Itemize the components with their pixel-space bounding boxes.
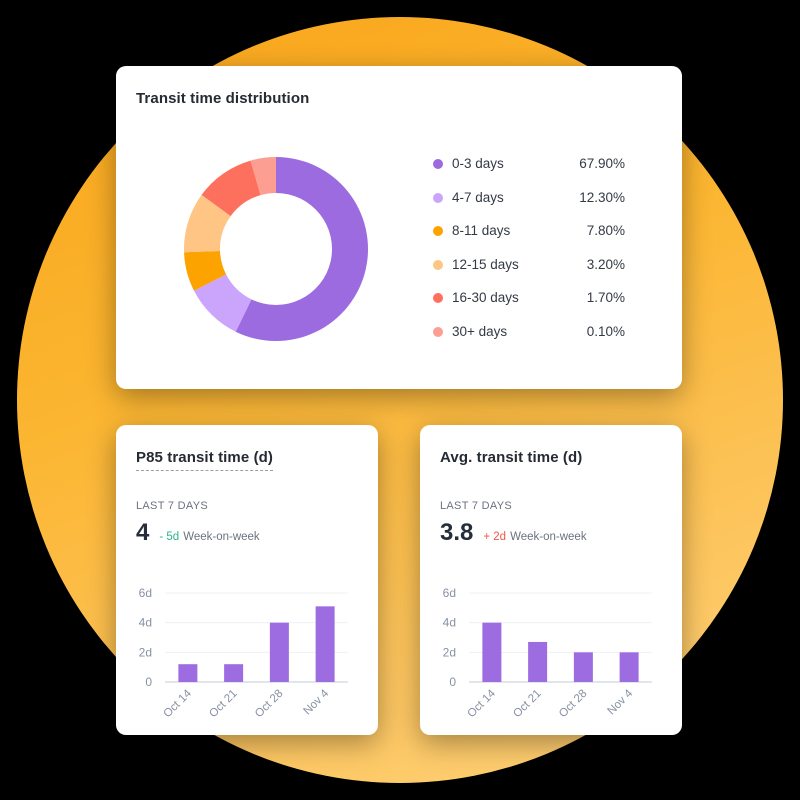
avg-kpi: 3.8 + 2d Week-on-week <box>440 519 587 547</box>
legend-item[interactable]: 16-30 days 1.70% <box>431 288 631 322</box>
legend-dot-icon <box>433 326 443 337</box>
bar[interactable] <box>482 622 502 682</box>
legend-value: 12.30% <box>579 189 625 205</box>
donut-segment[interactable] <box>194 274 252 332</box>
p85-title[interactable]: P85 transit time (d) <box>136 449 274 471</box>
legend-item[interactable]: 0-3 days 67.90% <box>431 154 631 188</box>
y-tick-label: 2d <box>139 645 152 659</box>
donut-segment[interactable] <box>235 157 368 341</box>
legend-value: 3.20% <box>586 256 625 272</box>
legend-dot-icon <box>433 159 443 169</box>
donut-chart <box>184 157 368 341</box>
legend-item[interactable]: 30+ days 0.10% <box>431 322 631 356</box>
p85-delta: - 5d <box>159 531 180 543</box>
legend-label: 8-11 days <box>452 223 511 239</box>
legend-dot-icon <box>433 226 443 237</box>
avg-period-label: LAST 7 DAYS <box>440 500 512 512</box>
donut-segment[interactable] <box>250 157 276 196</box>
p85-period-label: LAST 7 DAYS <box>136 500 208 512</box>
avg-delta: + 2d <box>483 531 507 543</box>
avg-value: 3.8 <box>440 519 474 546</box>
legend-label: 0-3 days <box>452 156 504 171</box>
x-tick-label: Oct 28 <box>253 688 285 720</box>
donut-segment[interactable] <box>184 194 231 253</box>
legend-label: 4-7 days <box>452 189 504 205</box>
bar[interactable] <box>528 641 548 682</box>
legend-label: 12-15 days <box>452 256 519 272</box>
distribution-title: Transit time distribution <box>136 90 310 107</box>
y-tick-label: 0 <box>449 675 456 689</box>
legend-value: 1.70% <box>586 290 625 306</box>
p85-bar-chart: 0 2d 4d 6d Oct 14 Oct 21 Oct 28 Nov 4 <box>139 586 348 720</box>
x-tick-label: Oct 21 <box>207 688 239 720</box>
p85-delta-note: Week-on-week <box>183 531 260 543</box>
transit-distribution-card: Transit time distribution 0-3 days 67.90%… <box>116 66 682 389</box>
y-tick-label: 6d <box>139 586 152 600</box>
x-tick-label: Nov 4 <box>606 687 636 717</box>
legend-dot-icon <box>433 192 443 203</box>
x-tick-label: Oct 14 <box>466 687 499 720</box>
x-tick-label: Oct 21 <box>511 688 543 720</box>
x-tick-label: Oct 28 <box>557 688 589 720</box>
bar[interactable] <box>573 652 593 682</box>
bar[interactable] <box>269 622 289 682</box>
y-tick-label: 2d <box>443 645 456 659</box>
legend-value: 7.80% <box>586 223 625 239</box>
bar[interactable] <box>315 606 335 682</box>
y-tick-label: 4d <box>443 616 456 630</box>
x-tick-label: Oct 14 <box>162 687 195 720</box>
legend-label: 16-30 days <box>452 290 519 306</box>
legend-value: 67.90% <box>579 156 625 171</box>
bar[interactable] <box>224 664 244 682</box>
donut-segment[interactable] <box>201 160 261 217</box>
y-tick-label: 4d <box>139 616 152 630</box>
y-tick-label: 6d <box>443 586 456 600</box>
avg-transit-card: Avg. transit time (d) LAST 7 DAYS 3.8 + … <box>420 425 682 735</box>
legend-dot-icon <box>433 293 443 304</box>
legend-item[interactable]: 8-11 days 7.80% <box>431 221 631 255</box>
legend-value: 0.10% <box>586 323 625 339</box>
bar[interactable] <box>178 664 198 682</box>
legend-label: 30+ days <box>452 323 508 339</box>
donut-segment[interactable] <box>184 250 227 291</box>
y-tick-label: 0 <box>145 675 152 689</box>
avg-bar-chart: 0 2d 4d 6d Oct 14 Oct 21 Oct 28 Nov 4 <box>443 586 652 720</box>
p85-value: 4 <box>136 519 150 546</box>
legend-dot-icon <box>433 259 443 270</box>
p85-kpi: 4 - 5d Week-on-week <box>136 519 260 547</box>
avg-title: Avg. transit time (d) <box>440 449 583 466</box>
p85-transit-card: P85 transit time (d) LAST 7 DAYS 4 - 5d … <box>116 425 378 735</box>
legend-item[interactable]: 12-15 days 3.20% <box>431 255 631 289</box>
avg-delta-note: Week-on-week <box>510 531 587 543</box>
legend-item[interactable]: 4-7 days 12.30% <box>431 188 631 222</box>
x-tick-label: Nov 4 <box>302 687 332 717</box>
distribution-legend: 0-3 days 67.90% 4-7 days 12.30% 8-11 days 7.8… <box>431 154 631 356</box>
bar[interactable] <box>619 652 639 682</box>
